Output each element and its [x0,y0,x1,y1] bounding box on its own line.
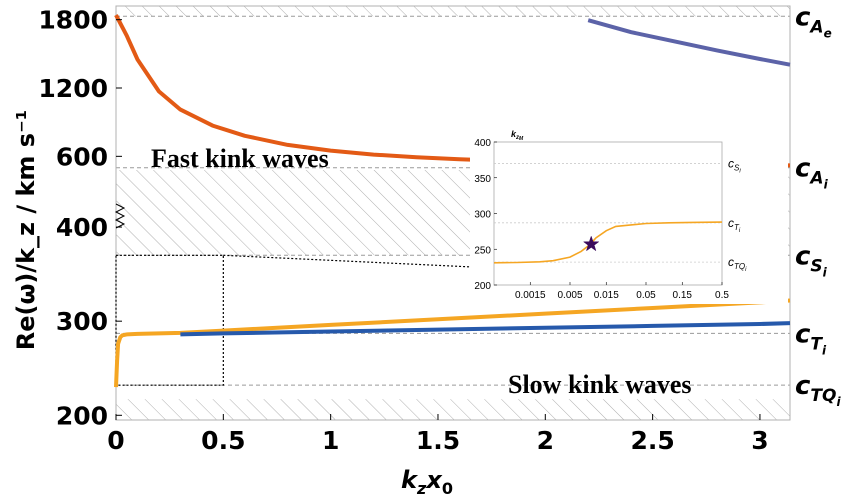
speed-label: cTi [795,319,827,357]
x-tick-label: 2 [537,426,554,455]
y-tick-label: 300 [56,307,108,336]
y-tick-label: 1800 [38,6,108,35]
speed-label: cAi [795,154,829,192]
y-tick-label: 200 [56,401,108,430]
inset-background [470,124,788,304]
inset-y-tick-label: 250 [474,245,491,256]
x-tick-label: 1.5 [416,426,460,455]
inset-y-tick-label: 400 [474,138,491,149]
speed-label: cAe [795,2,832,40]
inset-y-tick-label: 300 [474,210,491,221]
y-axis-label: Re(ω)/k_z / km s⁻¹ [12,110,40,351]
inset-x-tick-label: 0.0015 [515,290,546,301]
inset-speed-label: cTi [728,216,741,234]
speed-label: cTQi [795,371,841,409]
inset-y-tick-label: 350 [474,174,491,185]
hatched-region [116,6,790,17]
x-axis-label: kzx0 [401,466,453,498]
hatched-region [116,399,790,420]
inset-x-tick-label: 0.005 [557,290,582,301]
inset-speed-label: cSi [728,156,741,174]
inset-speed-label: cTQi [728,255,747,273]
y-tick-label: 400 [56,213,108,242]
inset-x-tick-label: 0.15 [673,290,693,301]
series-line [587,18,791,67]
y-tick-label: 600 [56,142,108,171]
plot-frame [115,5,791,421]
x-tick-label: 0 [107,426,124,455]
zoom-connector [223,254,495,269]
inset-y-tick-label: 200 [474,281,491,292]
slow-kink-annotation: Slow kink waves [508,370,692,399]
x-tick-label: 3 [751,426,768,455]
series-line [180,321,791,337]
axis-break-mark [114,203,126,229]
x-tick-label: 2.5 [630,426,674,455]
zoom-box [115,254,224,386]
inset-star-marker [582,235,600,252]
y-tick-label: 1200 [38,74,108,103]
fast-kink-annotation: Fast kink waves [151,144,329,173]
speed-label: cSi [795,241,828,279]
x-tick-label: 1 [322,426,339,455]
x-tick-label: 0.5 [201,426,245,455]
inset-x-tick-label: 0.5 [715,290,729,301]
inset-x-tick-label: 0.015 [594,290,619,301]
inset-title: kzM [511,129,524,142]
inset-x-tick-label: 0.05 [636,290,656,301]
